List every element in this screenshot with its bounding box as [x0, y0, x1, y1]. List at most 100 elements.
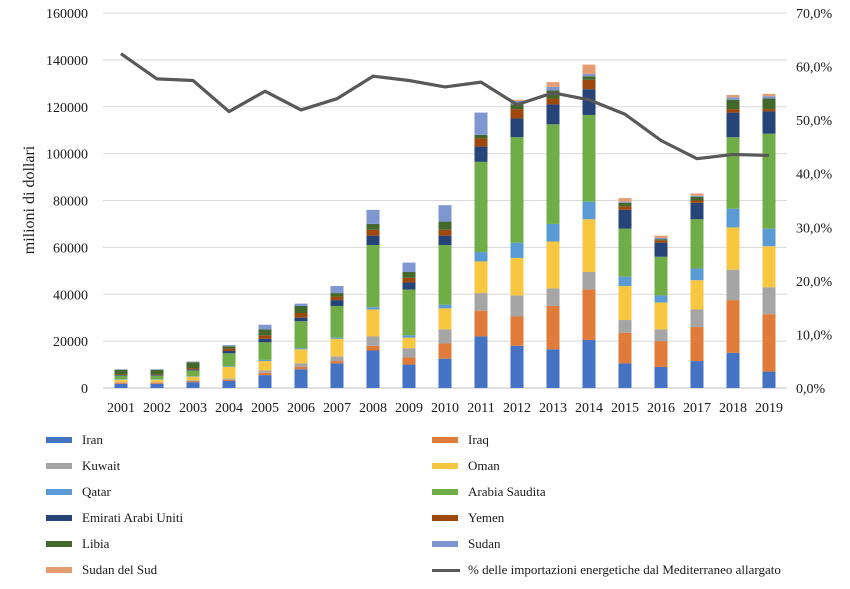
- y2-tick-label: 20,0%: [796, 275, 833, 290]
- bar-segment: [330, 361, 344, 364]
- bar-segment: [618, 209, 632, 229]
- y-tick-label: 0: [81, 382, 88, 397]
- bar-segment: [690, 202, 704, 220]
- bar-segment: [546, 124, 560, 224]
- y2-tick-label: 0,0%: [796, 382, 826, 397]
- x-tick-label: 2017: [683, 401, 711, 416]
- bar-segment: [366, 235, 380, 246]
- bar-segment: [438, 308, 452, 330]
- bar-segment: [150, 379, 164, 383]
- x-tick-label: 2010: [431, 401, 459, 416]
- bar-segment: [402, 364, 416, 388]
- bar-segment: [726, 208, 740, 228]
- bar-segment: [330, 363, 344, 388]
- bar-segment: [690, 219, 704, 269]
- bar-segment: [150, 375, 164, 380]
- bar-segment: [258, 324, 272, 330]
- bar-segment: [546, 241, 560, 289]
- bar-segment: [222, 366, 236, 367]
- bar-segment: [654, 302, 668, 330]
- bar-segment: [294, 305, 308, 313]
- bar-segment: [258, 338, 272, 343]
- bar-segment: [402, 337, 416, 349]
- bar-segment: [654, 295, 668, 303]
- bar-segment: [222, 345, 236, 347]
- bar-segment: [510, 316, 524, 346]
- bar-segment: [150, 382, 164, 384]
- bar-segment: [510, 99, 524, 101]
- bar-segment: [618, 363, 632, 388]
- y2-tick-label: 60,0%: [796, 61, 833, 76]
- bar-segment: [762, 109, 776, 112]
- bar-segment: [726, 352, 740, 388]
- x-tick-label: 2004: [215, 401, 243, 416]
- bar-segment: [690, 195, 704, 197]
- bar-segment: [582, 73, 596, 77]
- bar-segment: [762, 228, 776, 247]
- bar-segment: [690, 327, 704, 362]
- x-tick-label: 2016: [647, 401, 675, 416]
- bar-segment: [258, 329, 272, 336]
- bar-segment: [294, 317, 308, 322]
- bar-segment: [258, 370, 272, 373]
- bar-segment: [294, 321, 308, 349]
- bar-segment: [186, 376, 200, 381]
- bar-segment: [582, 289, 596, 340]
- bar-segment: [510, 137, 524, 243]
- bar-segment: [258, 342, 272, 360]
- bar-segment: [474, 252, 488, 262]
- bar-segment: [402, 357, 416, 365]
- bar-segment: [294, 313, 308, 318]
- bar-segment: [366, 209, 380, 224]
- bar-segment: [438, 229, 452, 236]
- bar-segment: [618, 202, 632, 207]
- bar-segment: [438, 329, 452, 344]
- bar-segment: [618, 276, 632, 287]
- bar-segment: [690, 200, 704, 203]
- bar-segment: [546, 98, 560, 105]
- x-tick-label: 2007: [323, 401, 351, 416]
- bar-segment: [618, 198, 632, 202]
- bar-segment: [510, 100, 524, 105]
- bar-segment: [402, 348, 416, 358]
- y-tick-label: 20000: [53, 335, 88, 350]
- bar-segment: [150, 369, 164, 375]
- bar-segment: [510, 345, 524, 388]
- bar-segment: [366, 309, 380, 337]
- bar-segment: [294, 348, 308, 350]
- bar-segment: [510, 104, 524, 110]
- bar-segment: [330, 338, 344, 357]
- bar-segment: [654, 329, 668, 342]
- bar-segment: [654, 235, 668, 238]
- bar-segment: [618, 332, 632, 364]
- bar-segment: [438, 304, 452, 309]
- bar-segment: [294, 366, 308, 370]
- bar-segment: [150, 383, 164, 388]
- bar-segment: [150, 374, 164, 376]
- x-tick-label: 2012: [503, 401, 531, 416]
- bar-segment: [726, 112, 740, 138]
- x-tick-label: 2005: [251, 401, 279, 416]
- bar-segment: [582, 271, 596, 290]
- y-axis-title: milioni di dollari: [21, 145, 38, 254]
- bar-segment: [186, 380, 200, 381]
- bar-segment: [222, 379, 236, 381]
- x-tick-label: 2014: [575, 401, 603, 416]
- x-tick-label: 2009: [395, 401, 423, 416]
- gridlines: [103, 12, 787, 389]
- bar-segment: [654, 366, 668, 388]
- bar-segment: [366, 336, 380, 346]
- bar-segment: [438, 235, 452, 246]
- bar-segment: [294, 369, 308, 388]
- bar-segment: [474, 138, 488, 147]
- bar-segment: [258, 359, 272, 362]
- bar-segment: [114, 383, 128, 388]
- bar-segment: [582, 89, 596, 115]
- bar-segment: [726, 95, 740, 98]
- bar-segment: [186, 368, 200, 370]
- bar-segment: [222, 348, 236, 351]
- bar-segment: [366, 223, 380, 230]
- percentage-line: [120, 52, 770, 161]
- y-tick-label: 140000: [46, 54, 88, 69]
- bar-segment: [222, 378, 236, 380]
